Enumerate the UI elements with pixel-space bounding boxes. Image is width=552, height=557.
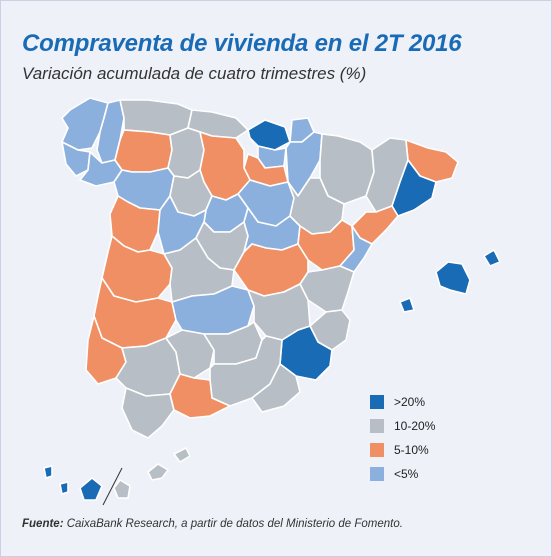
province-cadiz: Cádiz [121, 387, 175, 439]
province-shape: Baleares [483, 249, 501, 267]
source-label: Fuente: [22, 518, 64, 530]
legend-label: 5-10% [394, 443, 429, 457]
province-barcelona: Barcelona [391, 159, 437, 217]
chart-subtitle: Variación acumulada de cuatro trimestres… [22, 64, 367, 83]
province-vizcaya: Vizcaya [247, 119, 291, 151]
province-albacete: Albacete [247, 283, 311, 341]
legend-swatch [370, 419, 384, 433]
province-shape: Albacete [247, 283, 311, 341]
province-leon: León [114, 129, 173, 173]
legend-swatch [370, 467, 384, 481]
province-shape: Almería [251, 363, 301, 413]
province-baleares: Baleares Baleares Baleares [399, 249, 501, 313]
legend-item-5-10: 5-10% [370, 438, 435, 462]
legend-item-gt20: >20% [370, 390, 435, 414]
province-shape: Las Palmas [113, 479, 131, 499]
province-shape: Málaga [169, 373, 231, 419]
province-shape: Barcelona [391, 159, 437, 217]
province-ciudad-real: Ciudad Real [171, 285, 255, 335]
province-shape: Las Palmas [173, 447, 191, 463]
province-las-palmas: Las PalmasLas PalmasLas Palmas [113, 447, 191, 499]
chart-title: Compraventa de vivienda en el 2T 2016 [22, 30, 462, 57]
map-legend: >20% 10-20% 5-10% <5% [370, 390, 435, 486]
province-shape: Castellón [339, 225, 373, 273]
province-santa-cruz-de-tenerife: Santa Cruz de Tenerife Santa Cruz de Tene… [43, 465, 103, 501]
source-text: CaixaBank Research, a partir de datos de… [66, 518, 403, 530]
province-shape: Santa Cruz de Tenerife [79, 477, 103, 501]
source-note: Fuente: CaixaBank Research, a partir de … [22, 518, 403, 530]
province-a-coruna: A Coruña [61, 97, 109, 151]
province-shape: León [114, 129, 173, 173]
province-shape: Santa Cruz de Tenerife [59, 481, 69, 495]
province-shape: Cádiz [121, 387, 175, 439]
legend-item-lt5: <5% [370, 462, 435, 486]
province-shape: A Coruña [61, 97, 109, 151]
province-shape: Baleares [435, 261, 471, 295]
legend-swatch [370, 395, 384, 409]
province-malaga: Málaga [169, 373, 231, 419]
legend-label: <5% [394, 467, 419, 481]
province-shape: Ciudad Real [171, 285, 255, 335]
province-castellon: Castellón [339, 225, 373, 273]
province-huesca: Huesca [319, 133, 375, 205]
province-valencia: Valencia [299, 265, 355, 313]
province-shape: Huesca [319, 133, 375, 205]
province-shape: Santa Cruz de Tenerife [43, 465, 53, 479]
province-almeria: Almería [251, 363, 301, 413]
legend-label: >20% [394, 395, 426, 409]
legend-item-10-20: 10-20% [370, 414, 435, 438]
province-shape: Valencia [299, 265, 355, 313]
province-shape: Baleares [399, 297, 415, 313]
legend-swatch [370, 443, 384, 457]
canary-divider-line [102, 467, 123, 506]
province-shape: Las Palmas [147, 463, 169, 481]
province-shape: Vizcaya [247, 119, 291, 151]
legend-label: 10-20% [394, 419, 436, 433]
